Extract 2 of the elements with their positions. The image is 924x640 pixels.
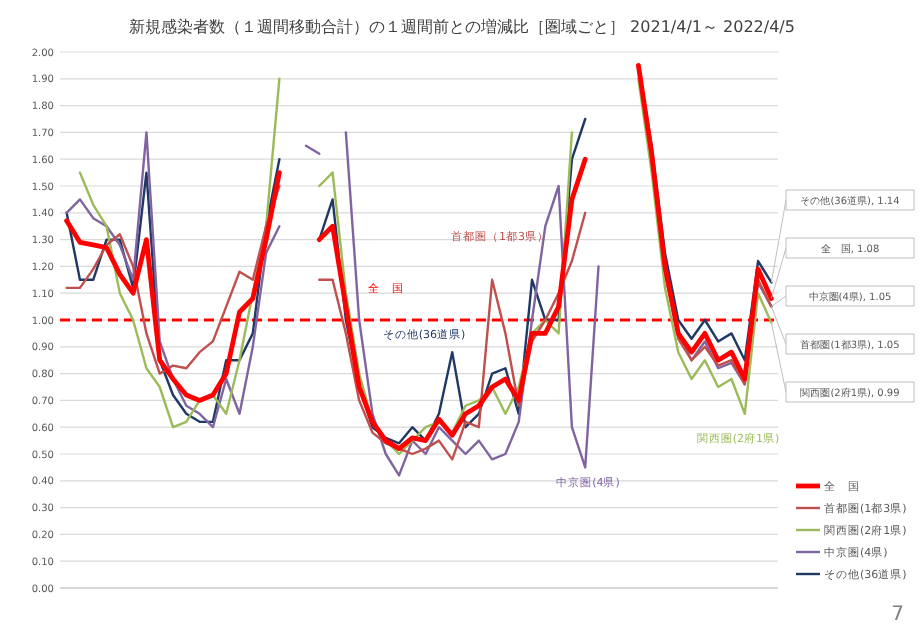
- text: 7: [891, 604, 904, 626]
- chart-title: 新規感染者数（１週間移動合計）の１週間前との増減比［圏域ごと］ 2021/4/1～ 2022/4/5: [129, 18, 795, 36]
